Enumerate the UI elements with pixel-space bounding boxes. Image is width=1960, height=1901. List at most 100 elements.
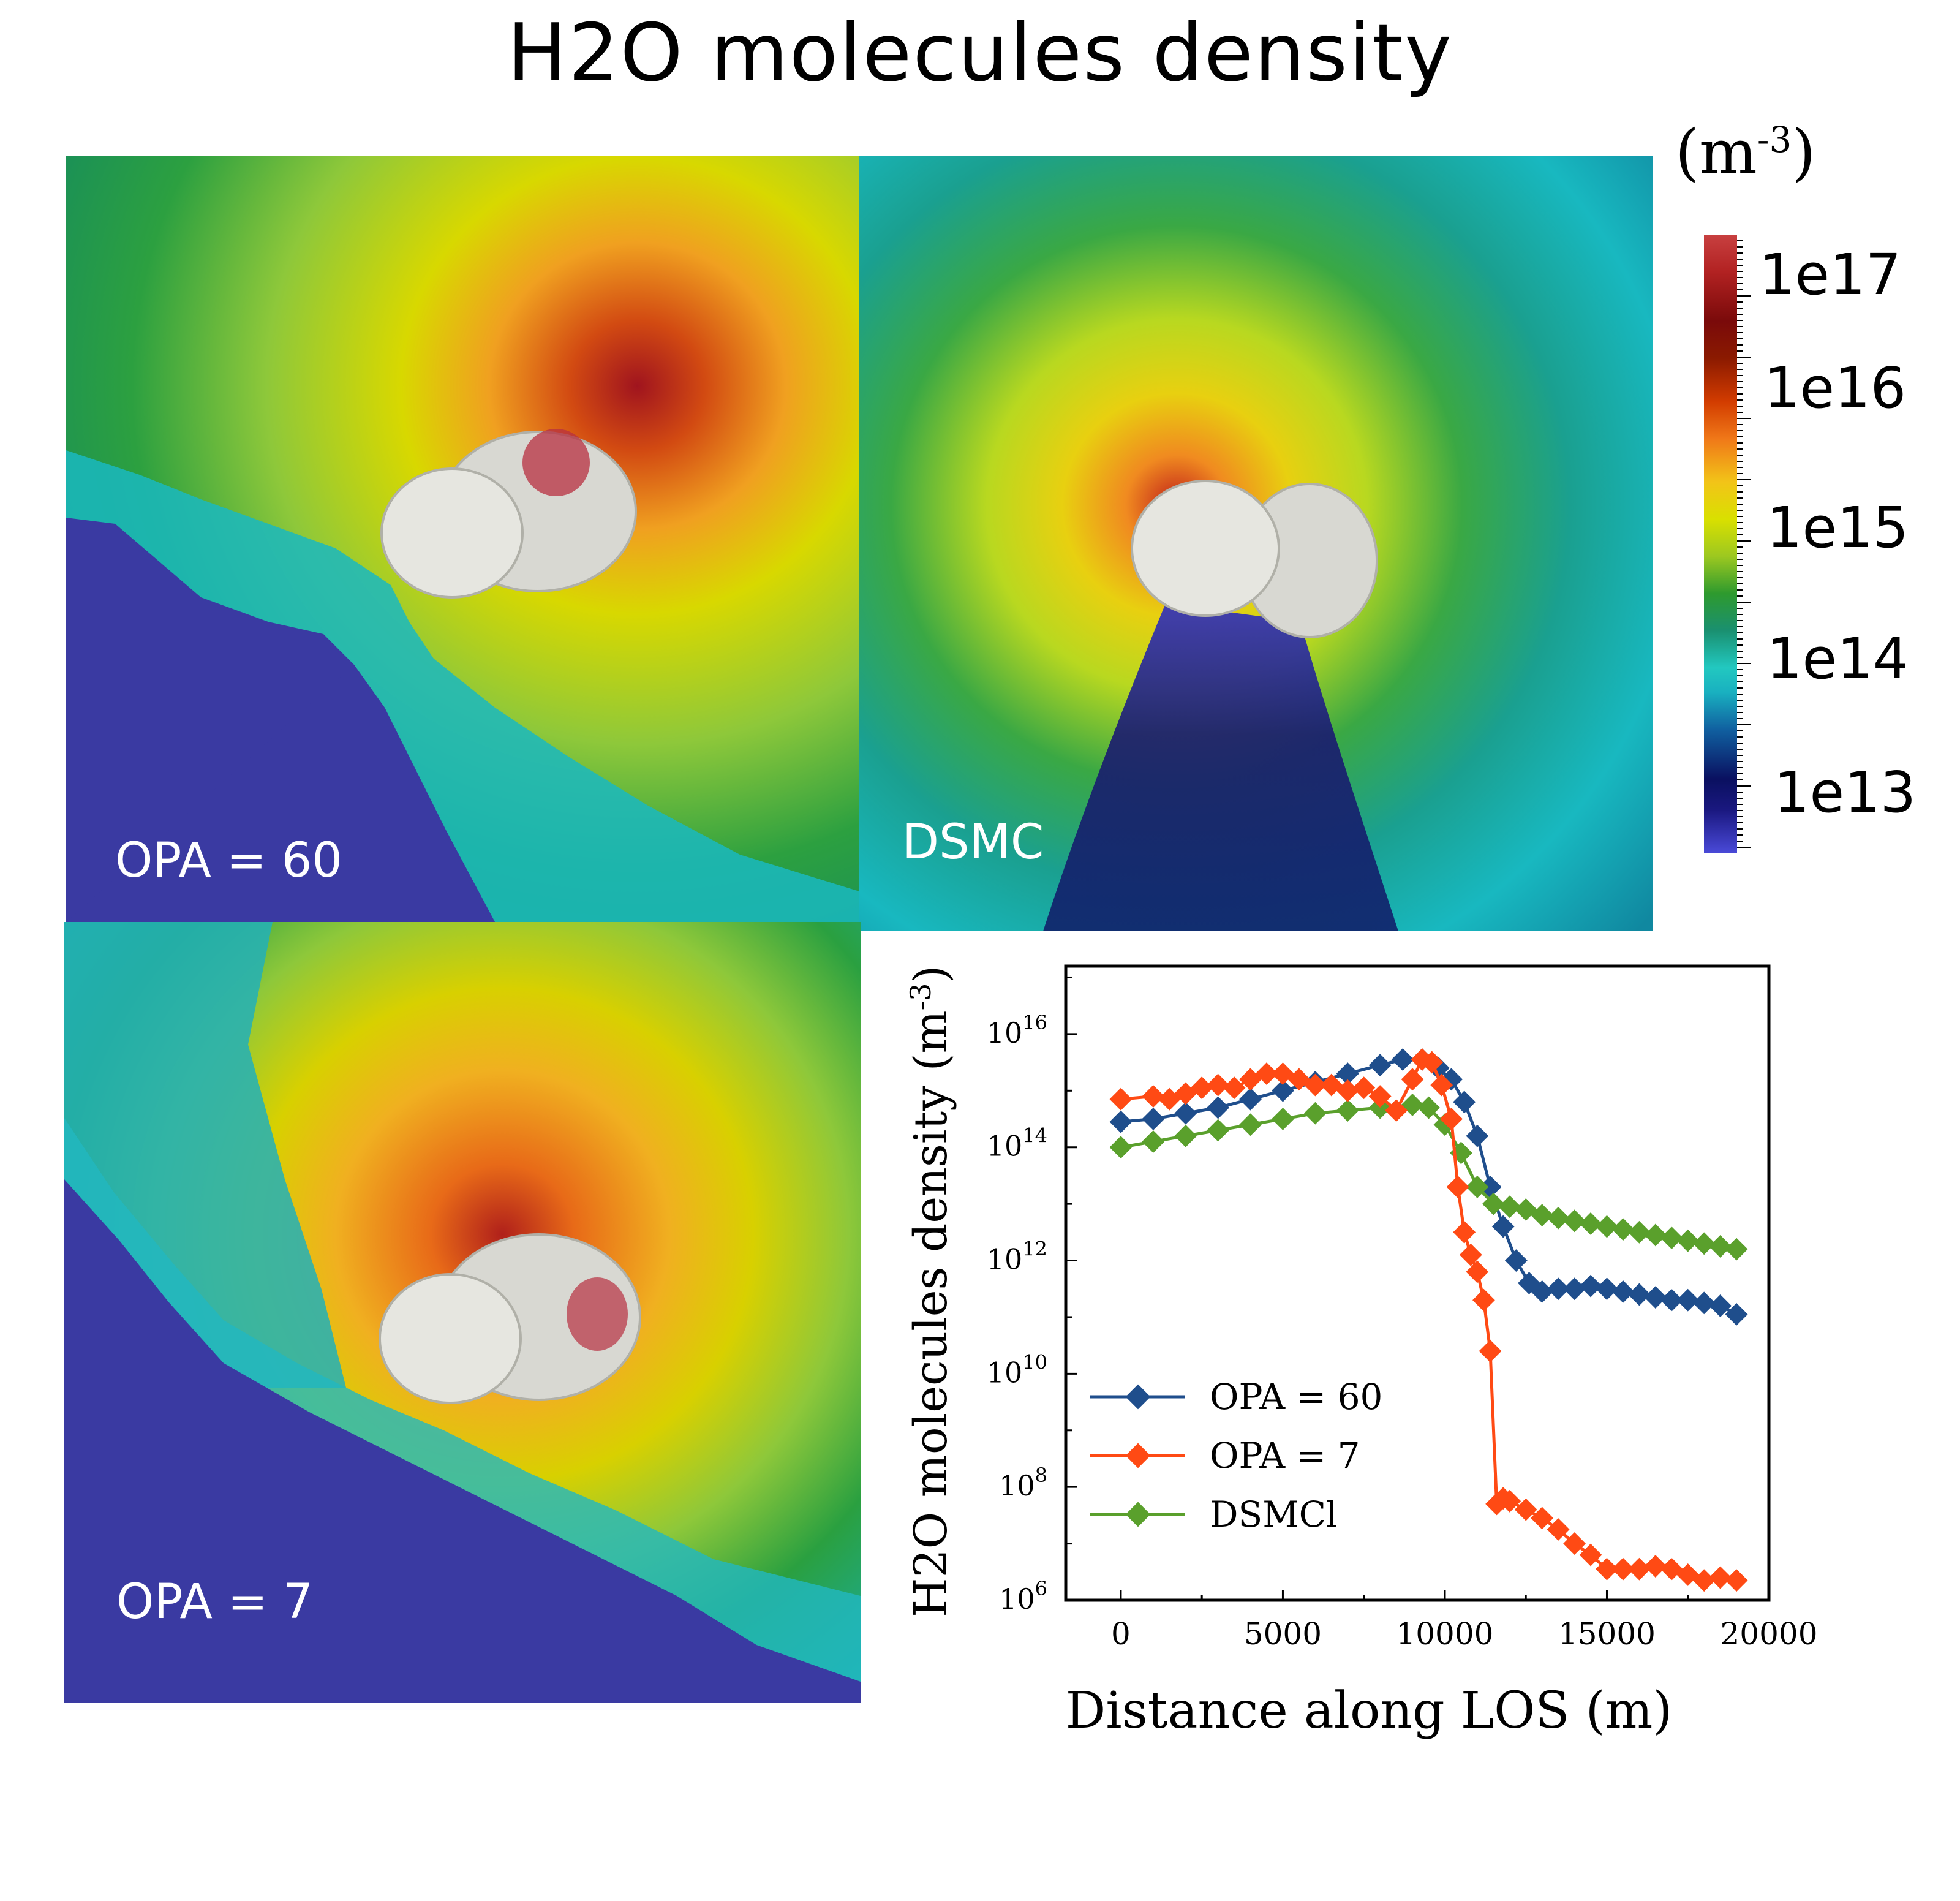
y-tick-label: 1010	[987, 1350, 1047, 1389]
legend-label-opa7: OPA = 7	[1210, 1435, 1360, 1476]
data-point-opa60	[1142, 1108, 1165, 1130]
y-axis-label: H2O molecules density (m-3)	[904, 966, 957, 1617]
data-point-opa60	[1453, 1090, 1476, 1114]
data-point-dsmc	[1596, 1215, 1618, 1238]
data-point-dsmc	[1401, 1093, 1424, 1116]
data-point-opa7	[1255, 1062, 1278, 1085]
data-point-opa60	[1491, 1215, 1515, 1238]
data-point-opa7	[1207, 1073, 1230, 1097]
data-point-dsmc	[1676, 1229, 1700, 1252]
density-line-chart: H2O molecules density (m-3) Distance alo…	[904, 964, 1818, 1740]
x-tick-label: 10000	[1396, 1616, 1493, 1652]
data-point-opa60	[1109, 1110, 1133, 1133]
data-point-dsmc	[1725, 1238, 1748, 1261]
data-point-opa7	[1303, 1073, 1327, 1097]
data-point-opa7	[1453, 1220, 1476, 1244]
y-tick-label: 1012	[987, 1238, 1047, 1276]
colorbar-unit-base: (m	[1675, 116, 1757, 188]
colorbar-unit: (m-3)	[1675, 116, 1815, 188]
x-tick-label: 5000	[1244, 1616, 1322, 1652]
data-point-opa7	[1725, 1569, 1748, 1592]
data-point-opa7	[1579, 1543, 1602, 1567]
density-map-opa60	[66, 156, 859, 922]
data-point-opa7	[1385, 1099, 1408, 1122]
data-point-dsmc	[1239, 1113, 1262, 1136]
y-tick-label: 106	[999, 1577, 1047, 1616]
legend-marker-opa60	[1125, 1384, 1151, 1410]
data-point-opa7	[1158, 1087, 1181, 1111]
data-point-opa60	[1611, 1280, 1635, 1303]
data-point-opa7	[1479, 1339, 1502, 1362]
data-point-opa60	[1518, 1272, 1540, 1294]
data-point-opa60	[1504, 1249, 1528, 1272]
data-point-dsmc	[1174, 1124, 1197, 1147]
panel-label-opa60: OPA = 60	[115, 833, 342, 888]
colorbar-label-1e15: 1e15	[1766, 495, 1909, 561]
panel-opa7: OPA = 7	[64, 922, 861, 1703]
data-point-opa7	[1109, 1087, 1133, 1111]
data-point-opa7	[1401, 1068, 1424, 1091]
data-point-dsmc	[1660, 1226, 1683, 1249]
colorbar-label-1e17: 1e17	[1759, 242, 1902, 308]
legend-label-opa60: OPA = 60	[1210, 1376, 1382, 1418]
data-point-opa60	[1627, 1283, 1651, 1306]
data-point-opa7	[1627, 1557, 1651, 1581]
colorbar-label-1e14: 1e14	[1766, 626, 1909, 692]
colorbar-unit-close: )	[1792, 116, 1816, 188]
data-point-opa7	[1596, 1557, 1618, 1581]
comet-nucleus-icon	[379, 1233, 641, 1404]
data-point-opa7	[1446, 1175, 1469, 1198]
data-point-opa60	[1660, 1288, 1683, 1312]
data-point-dsmc	[1466, 1175, 1489, 1198]
panel-dsmc: DSMC	[859, 156, 1653, 931]
colorbar-label-1e16: 1e16	[1764, 355, 1907, 421]
data-point-opa60	[1174, 1102, 1197, 1125]
data-point-dsmc	[1531, 1204, 1554, 1227]
data-point-opa7	[1514, 1498, 1537, 1521]
data-point-opa7	[1466, 1260, 1489, 1283]
data-point-dsmc	[1627, 1220, 1651, 1244]
data-point-dsmc	[1336, 1099, 1359, 1122]
data-point-opa7	[1563, 1532, 1586, 1555]
data-point-opa7	[1368, 1085, 1392, 1108]
data-point-opa7	[1676, 1563, 1700, 1586]
data-point-opa60	[1676, 1288, 1700, 1312]
data-point-opa7	[1272, 1062, 1294, 1085]
data-point-opa60	[1547, 1277, 1570, 1301]
data-point-dsmc	[1514, 1198, 1537, 1221]
data-point-opa60	[1239, 1087, 1262, 1111]
colorbar	[1704, 235, 1737, 853]
colorbar-ticks	[1737, 235, 1751, 848]
density-map-dsmc	[859, 156, 1653, 931]
data-point-dsmc	[1417, 1096, 1440, 1119]
data-point-opa7	[1611, 1557, 1635, 1581]
legend-marker-dsmc	[1125, 1502, 1151, 1527]
data-point-opa7	[1320, 1073, 1343, 1097]
y-tick-label: 1014	[987, 1124, 1047, 1163]
data-point-opa7	[1547, 1518, 1570, 1541]
data-point-opa60	[1563, 1277, 1586, 1301]
x-axis-label: Distance along LOS (m)	[1066, 1682, 1673, 1740]
legend-marker-opa7	[1125, 1443, 1151, 1468]
data-point-dsmc	[1142, 1130, 1165, 1153]
y-tick-label: 1016	[987, 1011, 1047, 1049]
data-point-dsmc	[1644, 1223, 1667, 1247]
data-point-opa7	[1440, 1108, 1463, 1130]
data-point-opa7	[1352, 1076, 1376, 1100]
plot-frame	[1064, 964, 1771, 1602]
data-point-opa60	[1272, 1079, 1294, 1102]
data-point-opa60	[1725, 1302, 1748, 1326]
data-point-opa7	[1498, 1489, 1521, 1513]
data-point-dsmc	[1611, 1218, 1635, 1241]
data-point-opa7	[1459, 1243, 1482, 1266]
data-point-opa60	[1692, 1291, 1716, 1315]
data-point-dsmc	[1498, 1195, 1521, 1219]
data-point-opa7	[1644, 1555, 1667, 1578]
data-point-opa60	[1644, 1286, 1667, 1309]
data-point-opa7	[1709, 1566, 1732, 1589]
data-point-opa7	[1472, 1288, 1495, 1312]
data-point-dsmc	[1272, 1108, 1294, 1130]
y-tick-label: 108	[999, 1464, 1047, 1502]
data-point-opa7	[1420, 1051, 1444, 1074]
x-tick-label: 15000	[1558, 1616, 1656, 1652]
